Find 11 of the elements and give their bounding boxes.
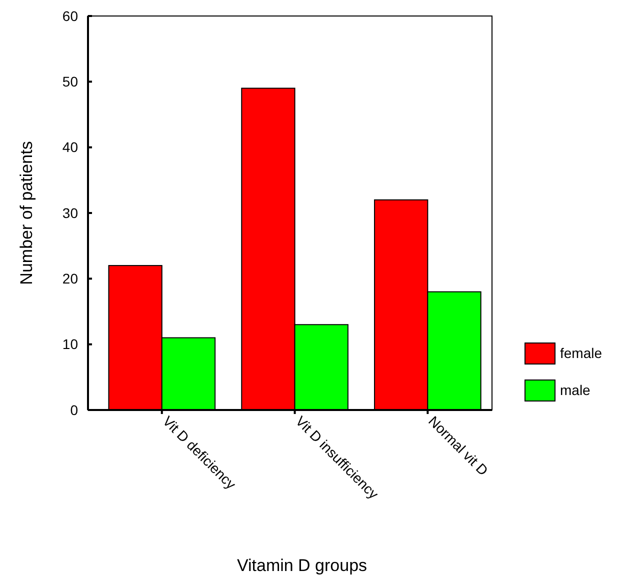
y-tick-label: 20 (62, 270, 78, 287)
legend-label: female (560, 345, 602, 361)
y-tick-label: 50 (62, 74, 78, 90)
y-tick-label: 10 (62, 336, 78, 352)
y-tick-label: 30 (62, 204, 78, 221)
y-axis-title: Number of patients (17, 141, 36, 285)
y-tick-label: 40 (62, 139, 78, 156)
y-tick-label: 0 (70, 402, 78, 418)
legend-label: male (560, 382, 591, 398)
x-axis-title: Vitamin D groups (236, 556, 368, 575)
y-tick-label: 60 (62, 8, 78, 24)
